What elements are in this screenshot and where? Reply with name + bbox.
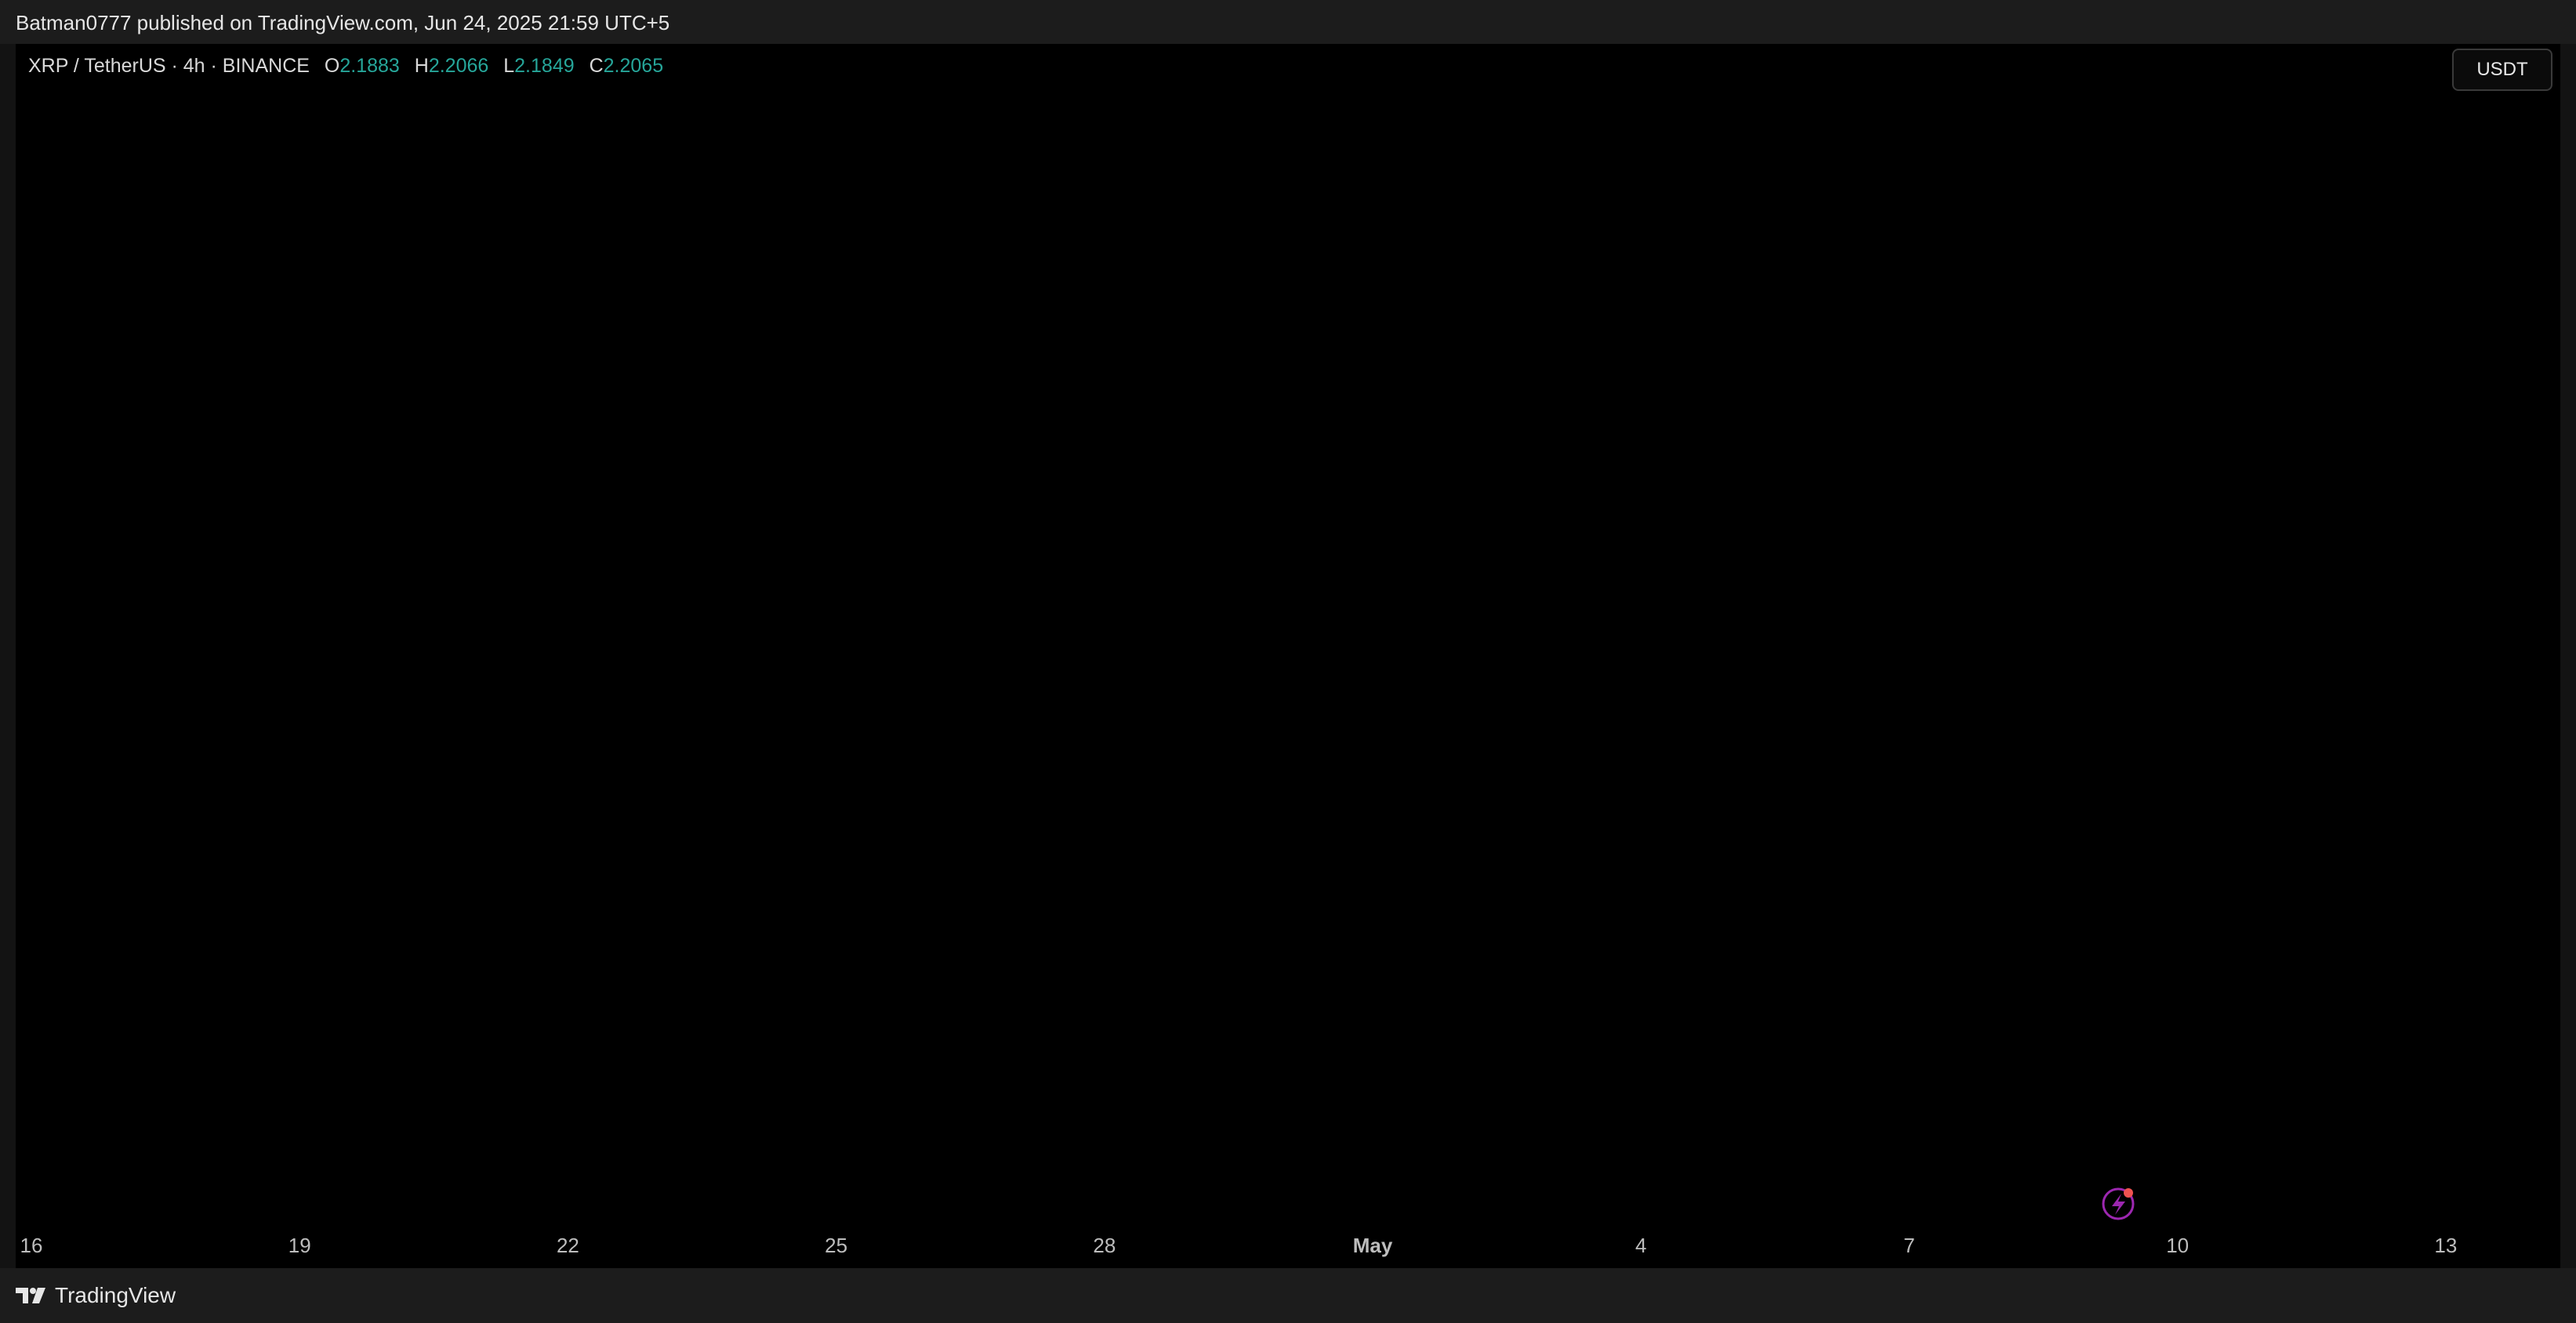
x-tick-label: 19 xyxy=(288,1234,311,1257)
x-tick-label: 10 xyxy=(2166,1234,2189,1257)
x-tick-label: 7 xyxy=(1903,1234,1914,1257)
chart-area[interactable]: 2.80002.70002.60002.50002.40001.90001.80… xyxy=(16,44,2560,1268)
legend-close-value: 2.2065 xyxy=(603,55,664,77)
legend-low-label: L xyxy=(503,55,515,77)
legend-open-value: 2.1883 xyxy=(339,55,400,77)
legend-low-value: 2.1849 xyxy=(514,55,575,77)
footer-brand: TradingView xyxy=(55,1283,176,1307)
tradingview-logo-icon xyxy=(16,1288,45,1303)
legend-high-value: 2.2066 xyxy=(428,55,489,77)
x-tick-label: May xyxy=(1353,1234,1393,1257)
currency-button[interactable]: USDT xyxy=(2452,49,2552,91)
x-tick-label: 13 xyxy=(2434,1234,2457,1257)
lightning-icon[interactable] xyxy=(2102,1187,2135,1220)
x-tick-label: 28 xyxy=(1093,1234,1116,1257)
legend-symbol: XRP / TetherUS · 4h · BINANCE xyxy=(28,55,310,77)
legend-close-label: C xyxy=(589,55,604,77)
publisher-line: Batman0777 published on TradingView.com,… xyxy=(16,11,670,34)
x-tick-label: 4 xyxy=(1635,1234,1646,1257)
legend-high-label: H xyxy=(414,55,429,77)
x-tick-label: 16 xyxy=(20,1234,43,1257)
symbol-legend: XRP / TetherUS · 4h · BINANCE O2.1883 H2… xyxy=(28,55,663,78)
legend-open-label: O xyxy=(324,55,340,77)
x-tick-label: 22 xyxy=(557,1234,579,1257)
price-chart[interactable]: 2.80002.70002.60002.50002.40001.90001.80… xyxy=(16,44,2560,1268)
top-bar: Batman0777 published on TradingView.com,… xyxy=(0,0,2576,44)
tradingview-logo[interactable]: TradingView xyxy=(16,1282,176,1309)
footer-bar xyxy=(0,1268,2576,1323)
x-tick-label: 25 xyxy=(825,1234,847,1257)
